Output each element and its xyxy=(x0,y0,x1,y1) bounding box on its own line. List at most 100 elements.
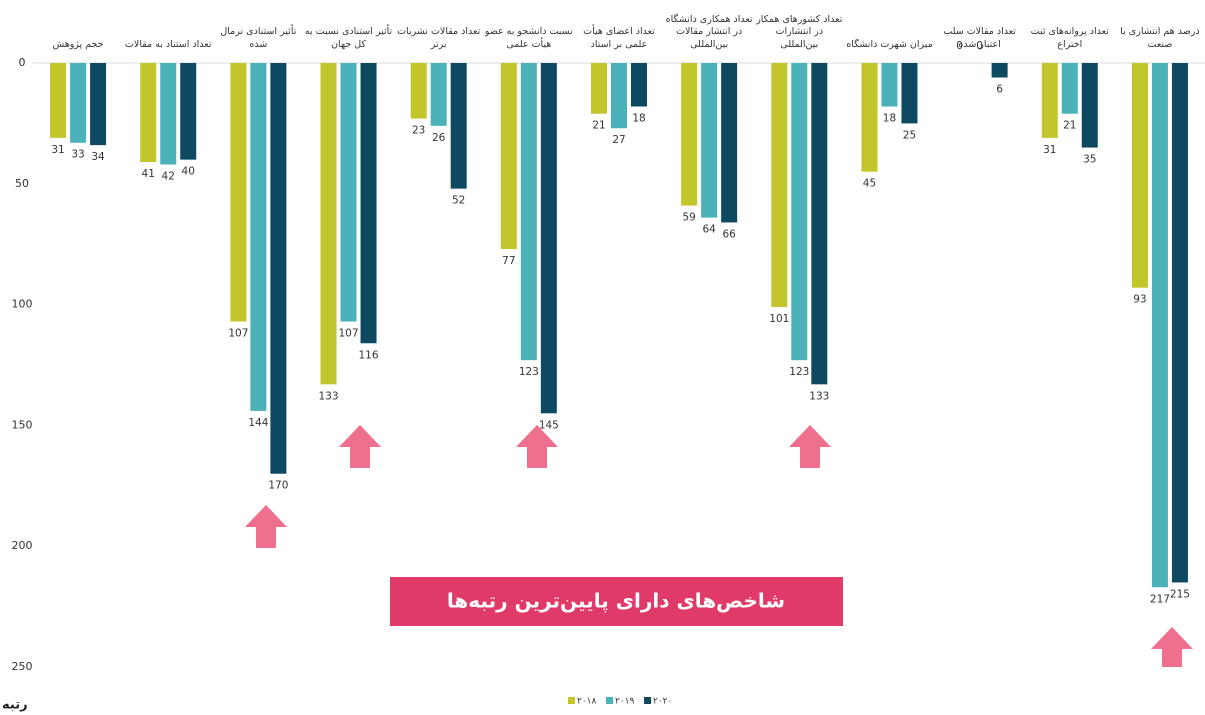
arrow xyxy=(1151,627,1193,667)
x-tick-label: نسبت دانشجو به عضو هیأت علمی xyxy=(484,26,573,51)
bar xyxy=(1131,63,1148,288)
data-label: 93 xyxy=(1133,294,1146,306)
bar xyxy=(721,63,738,223)
legend-label: ۲۰۱۸ xyxy=(577,697,597,707)
data-label: 27 xyxy=(612,134,625,146)
bar xyxy=(901,63,918,124)
data-label: 6 xyxy=(996,83,1003,95)
x-category: تعداد مقالات نشریات برتر xyxy=(397,26,481,51)
x-tick-label: تعداد کشورهای همکار در انتشارات بین‌المل… xyxy=(756,13,843,51)
data-label: 45 xyxy=(863,178,876,190)
data-label: 107 xyxy=(228,328,248,340)
data-label: 25 xyxy=(903,129,916,141)
legend-swatch xyxy=(568,697,575,704)
data-label: 34 xyxy=(91,151,105,163)
bar xyxy=(90,63,107,146)
x-category: تعداد کشورهای همکار در انتشارات بین‌المل… xyxy=(756,13,843,51)
data-label: 31 xyxy=(1043,144,1056,156)
x-category: حجم پژوهش xyxy=(52,39,104,51)
data-label: 170 xyxy=(268,480,288,492)
data-label: 23 xyxy=(412,125,425,137)
data-label: 215 xyxy=(1170,588,1190,600)
x-category: تعداد پروانه‌های ثبت اختراع xyxy=(1031,26,1109,50)
annotation-box xyxy=(390,577,843,626)
y-tick-label: 50 xyxy=(15,177,29,190)
x-category: تأثیر استنادی نرمال شده xyxy=(220,26,297,51)
data-label: 26 xyxy=(432,132,446,144)
x-tick-label: تأثیر استنادی نرمال شده xyxy=(220,26,297,51)
bar xyxy=(631,63,647,107)
data-label: 18 xyxy=(632,112,645,124)
x-category: تعداد مقالات سلب اعتبار شده xyxy=(943,26,1016,51)
x-tick-label: حجم پژوهش xyxy=(52,39,104,51)
data-label: 217 xyxy=(1150,593,1170,605)
x-category: تعداد اعضای هیأت علمی بر استاد xyxy=(583,26,655,50)
data-label: 41 xyxy=(142,168,155,180)
data-label: 101 xyxy=(769,313,789,325)
bar xyxy=(340,63,357,322)
x-category: تأثیر استنادی نسبت به کل جهان xyxy=(305,26,392,50)
bar xyxy=(450,63,467,189)
data-label: 77 xyxy=(502,255,515,267)
x-category: درصد هم انتشاری با صنعت xyxy=(1120,26,1200,51)
bar xyxy=(360,63,377,344)
data-label: 18 xyxy=(883,112,896,124)
bar xyxy=(50,63,67,138)
arrow xyxy=(245,505,287,548)
bar xyxy=(991,63,1008,78)
data-label: 33 xyxy=(71,149,84,161)
arrows xyxy=(245,425,1193,667)
legend-label: ۲۰۲۰ xyxy=(653,697,672,707)
data-label: 133 xyxy=(809,390,829,402)
bar xyxy=(681,63,698,206)
data-label: 66 xyxy=(722,228,736,240)
arrow xyxy=(339,425,381,468)
bar xyxy=(250,63,267,411)
bar xyxy=(861,63,878,172)
data-label: 42 xyxy=(162,170,175,182)
x-tick-label: میزان شهرت دانشگاه xyxy=(846,39,933,51)
bar xyxy=(410,63,427,119)
data-label: 21 xyxy=(1063,120,1076,132)
data-label: 0 xyxy=(956,40,963,52)
bar xyxy=(540,63,557,414)
bar xyxy=(611,63,627,129)
x-category: نسبت دانشجو به عضو هیأت علمی xyxy=(484,26,573,51)
bar xyxy=(1171,63,1188,583)
data-label: 123 xyxy=(789,366,809,378)
bar xyxy=(1081,63,1098,148)
bar xyxy=(320,63,337,385)
arrow xyxy=(516,425,558,468)
x-tick-label: تعداد همکاری دانشگاه در انتشار مقالات بی… xyxy=(665,13,753,51)
bar xyxy=(1041,63,1058,138)
bar xyxy=(771,63,788,308)
x-category: میزان شهرت دانشگاه xyxy=(846,39,933,51)
data-label: 59 xyxy=(682,212,695,224)
data-label: 21 xyxy=(592,120,605,132)
bar xyxy=(160,63,177,165)
data-label: 133 xyxy=(319,390,339,402)
legend-swatch xyxy=(606,697,613,704)
data-label: 123 xyxy=(519,366,539,378)
bar xyxy=(701,63,718,218)
x-tick-label: تعداد مقالات نشریات برتر xyxy=(397,26,481,51)
bar xyxy=(430,63,447,126)
x-tick-label: تعداد استناد به مقالات xyxy=(124,39,212,51)
y-tick-label: 0 xyxy=(19,56,26,69)
data-label: 40 xyxy=(182,166,195,178)
x-tick-label: درصد هم انتشاری با صنعت xyxy=(1120,26,1200,51)
bar xyxy=(591,63,607,114)
bar xyxy=(70,63,87,143)
y-tick-label: 250 xyxy=(12,660,33,673)
bar xyxy=(811,63,828,385)
bar xyxy=(520,63,537,361)
legend-label: ۲۰۱۹ xyxy=(615,697,635,707)
data-label: 31 xyxy=(51,144,64,156)
bar xyxy=(1061,63,1078,114)
data-label: 145 xyxy=(539,419,559,431)
x-tick-label: تعداد مقالات سلب اعتبار شده xyxy=(943,26,1016,51)
y-tick-label: 100 xyxy=(12,298,33,311)
annotation: شاخص‌های دارای پایین‌ترین رتبه‌ها xyxy=(447,589,785,614)
